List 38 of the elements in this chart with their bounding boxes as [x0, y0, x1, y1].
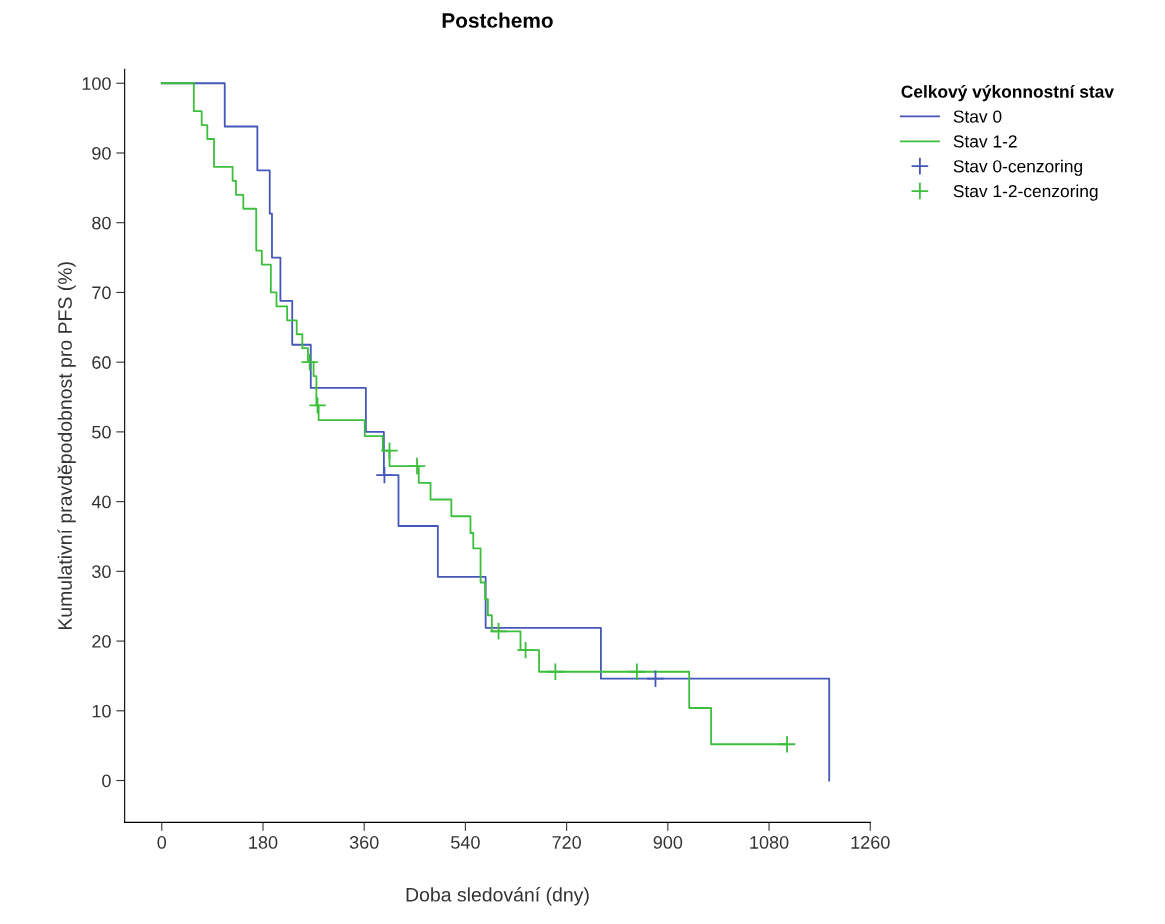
x-tick-label: 360	[349, 836, 379, 849]
y-tick-label: 60	[92, 356, 111, 369]
y-tick-label: 50	[92, 425, 111, 439]
point	[407, 456, 427, 476]
legend-title: Celkový výkonnostní stav	[901, 84, 1114, 102]
x-tick-label: 1260	[851, 836, 890, 849]
x-tick-label: 180	[249, 836, 278, 849]
legend-label: Stav 1-2	[953, 135, 1017, 148]
point	[516, 641, 535, 660]
legend-label: Stav 0-cenzoring	[953, 159, 1083, 176]
x-tick-label: 900	[653, 836, 683, 849]
point	[375, 465, 394, 485]
x-tick-label: 0	[157, 836, 167, 849]
point	[546, 662, 565, 681]
point	[489, 622, 508, 641]
chart-title: Postchemo	[442, 12, 553, 28]
x-tick-label: 1080	[750, 836, 789, 849]
y-tick-label: 30	[92, 565, 111, 579]
x-tick-label: 540	[451, 836, 480, 849]
legend-label: Stav 1-2-cenzoring	[953, 184, 1098, 201]
point	[646, 669, 665, 688]
y-tick-label: 80	[92, 216, 111, 230]
y-tick-label: 90	[92, 146, 111, 160]
x-axis-title: Doba sledování (dny)	[406, 887, 589, 906]
y-tick-label: 10	[92, 704, 111, 718]
point	[627, 662, 647, 681]
point	[300, 353, 319, 372]
y-tick-label: 40	[91, 495, 111, 509]
y-tick-label: 70	[92, 286, 111, 300]
x-tick-label: 720	[552, 836, 581, 849]
point	[380, 441, 399, 460]
legend-label: Stav 0	[953, 110, 1002, 123]
point	[308, 396, 327, 415]
y-tick-label: 20	[92, 635, 111, 648]
y-axis-title: Kumulativní pravděpodobnost pro PFS (%)	[57, 262, 76, 630]
y-tick-label: 100	[82, 77, 111, 90]
y-tick-label: 0	[102, 774, 111, 788]
point	[777, 735, 797, 754]
